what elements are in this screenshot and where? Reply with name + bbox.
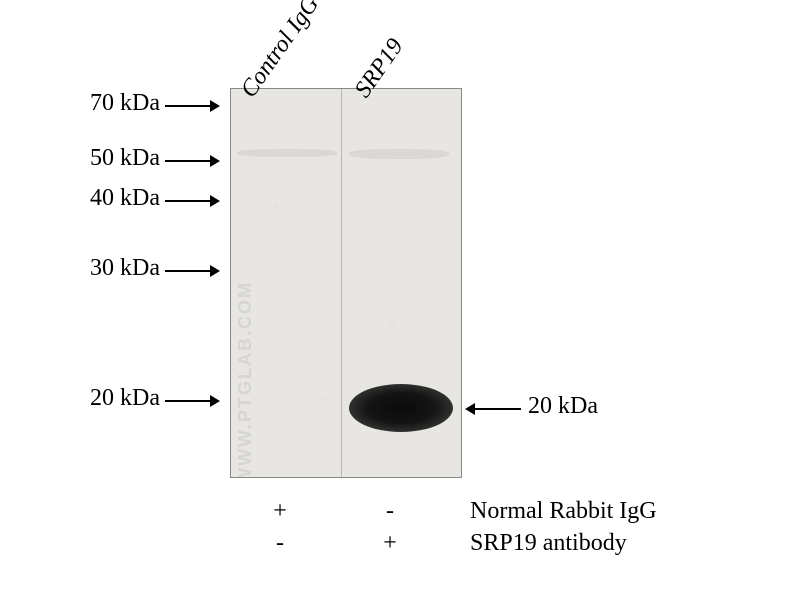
mw-label: 20 kDa bbox=[90, 385, 160, 412]
western-blot-figure: WWW.PTGLAB.COM 70 kDa 50 kDa 40 kDa 30 k… bbox=[0, 0, 800, 600]
blot-membrane: WWW.PTGLAB.COM bbox=[230, 88, 462, 478]
condition-cell: + bbox=[380, 530, 400, 557]
condition-row-label: Normal Rabbit IgG bbox=[470, 498, 657, 525]
condition-row-label: SRP19 antibody bbox=[470, 530, 627, 557]
mw-label: 50 kDa bbox=[90, 145, 160, 172]
arrow-right-icon bbox=[165, 265, 220, 277]
faint-band bbox=[349, 149, 449, 159]
arrow-right-icon bbox=[165, 100, 220, 112]
arrow-right-icon bbox=[165, 395, 220, 407]
lane-divider bbox=[341, 89, 342, 477]
condition-cell: - bbox=[380, 498, 400, 525]
arrow-left-icon bbox=[465, 403, 521, 415]
mw-label: 70 kDa bbox=[90, 90, 160, 117]
arrow-right-icon bbox=[165, 155, 220, 167]
arrow-right-icon bbox=[165, 195, 220, 207]
condition-cell: - bbox=[270, 530, 290, 557]
target-band bbox=[349, 384, 453, 432]
mw-label: 30 kDa bbox=[90, 255, 160, 282]
observed-mw-label: 20 kDa bbox=[528, 393, 598, 420]
watermark: WWW.PTGLAB.COM bbox=[231, 89, 260, 478]
mw-label: 40 kDa bbox=[90, 185, 160, 212]
faint-band bbox=[237, 149, 337, 157]
condition-cell: + bbox=[270, 498, 290, 525]
